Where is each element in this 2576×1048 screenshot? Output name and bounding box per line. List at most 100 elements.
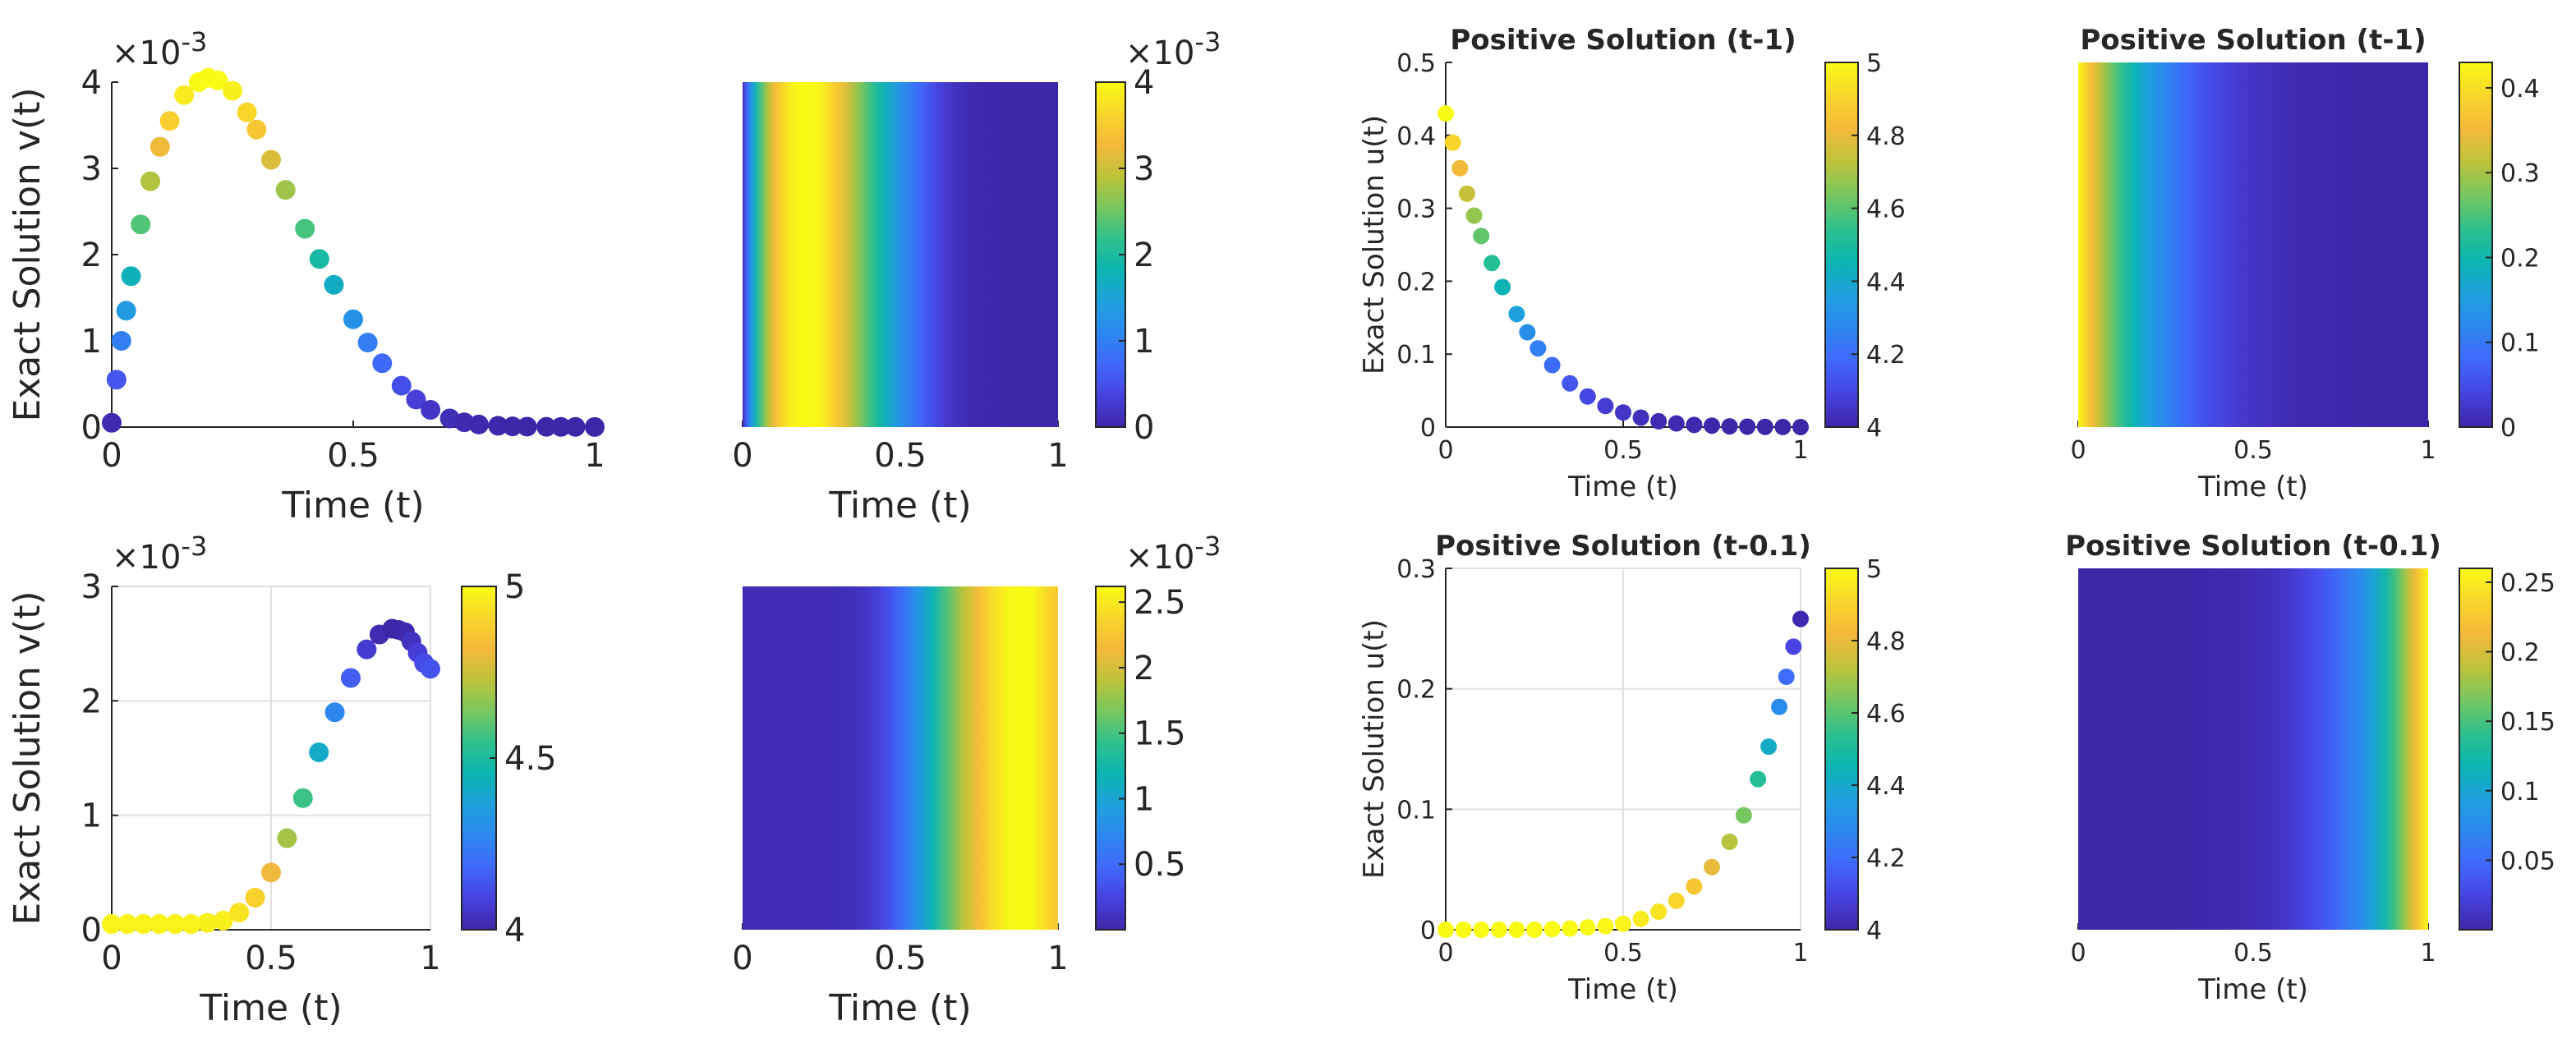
p6-colorbar-rect (1095, 586, 1126, 931)
p3-data-point (1704, 417, 1720, 434)
p7-x-axis-label: Time (t) (1567, 973, 1678, 1006)
p3-data-point (1451, 159, 1469, 177)
p5-colorbar-tick-label: 5 (504, 568, 525, 606)
p7-series-markers (1438, 610, 1809, 938)
p3-data-point (1650, 412, 1668, 430)
p3-colorbar-rect (1824, 62, 1859, 428)
p1-data-point (121, 266, 141, 287)
p3-data-point (1579, 388, 1596, 405)
p3-x-axis-label: Time (t) (1567, 471, 1678, 503)
p5-data-point (292, 788, 313, 808)
p3-y-tick-label: 0.3 (1396, 195, 1436, 224)
p1-x-axis-label: Time (t) (281, 485, 424, 526)
p5-y-tick-label: 0 (81, 912, 102, 949)
p7-data-point (1543, 921, 1561, 938)
p1-data-point (131, 214, 151, 235)
p5-data-point (197, 912, 218, 933)
p4-colorbar: 0 0.1 0.2 0.3 0.4 (2459, 62, 2540, 443)
p1-y-tick-label: 1 (81, 323, 102, 361)
p7-y-tick-label: 0.2 (1396, 676, 1436, 705)
p7-data-point (1778, 669, 1795, 685)
p8-x-tick-label: 0 (2070, 939, 2086, 968)
p1-data-point (585, 416, 605, 437)
p7-data-point (1455, 922, 1472, 938)
p5-data-point (277, 828, 297, 848)
p5-data-point (133, 914, 154, 935)
p7-data-point (1615, 915, 1631, 932)
p7-data-point (1792, 610, 1809, 627)
p7-data-point (1750, 770, 1767, 788)
p4-x-tick-label: 1 (2420, 436, 2436, 465)
p1-series-markers (102, 67, 605, 437)
p1-y-exponent-power: -3 (181, 26, 207, 57)
p6-colorbar-tick-label: 1 (1134, 780, 1154, 818)
p3-data-point (1562, 375, 1579, 392)
p1-data-point (106, 370, 126, 390)
p7-data-point (1579, 919, 1596, 936)
p7-x-tick-label: 0.5 (1603, 939, 1643, 968)
p8-colorbar-tick-label: 0.15 (2500, 708, 2555, 737)
p7-data-point (1526, 922, 1543, 938)
p4-title: Positive Solution (t-1) (2080, 24, 2426, 57)
p1-data-point (237, 102, 257, 122)
p1-data-point (488, 416, 508, 436)
p6-x-axis-label: Time (t) (828, 987, 971, 1029)
p4-x-tick-label: 0.5 (2233, 436, 2273, 465)
p3-data-point (1438, 105, 1454, 122)
p7-y-axis-label: Exact Solution u(t) (1358, 619, 1391, 879)
p7-colorbar-tick-label: 4.4 (1866, 772, 1906, 801)
p7-data-point (1490, 922, 1507, 938)
p1-y-tick-label: 0 (81, 409, 102, 447)
p2-x-tick-label: 1 (1047, 437, 1068, 475)
p5-x-axis-label: Time (t) (199, 987, 342, 1029)
p1-data-point (517, 416, 537, 437)
p8-colorbar: 0.05 0.1 0.15 0.2 0.25 (2459, 568, 2555, 931)
p7-colorbar-tick-label: 5 (1866, 555, 1882, 584)
p8-x-tick-label: 1 (2420, 939, 2436, 968)
p5-data-point (356, 639, 377, 660)
p7-data-point (1771, 698, 1788, 715)
p3-data-point (1543, 356, 1561, 374)
p7-y-tick-label: 0 (1420, 917, 1436, 945)
p5-y-tick-label: 2 (81, 683, 102, 720)
p1-data-point (468, 414, 489, 434)
p1-data-point (550, 416, 571, 437)
p1-data-point (116, 301, 136, 321)
p1-data-point (343, 309, 363, 329)
p3-data-point (1597, 398, 1614, 415)
p2-colorbar-tick-label: 0 (1134, 409, 1154, 447)
p4-x-tick-label: 0 (2070, 436, 2086, 465)
p1-data-point (454, 412, 475, 433)
p1-data-point (565, 416, 586, 437)
p8-title: Positive Solution (t-0.1) (2065, 530, 2441, 563)
p5-x-tick-label: 1 (420, 940, 440, 977)
p3-y-tick-label: 0.1 (1396, 341, 1436, 370)
p1-data-point (261, 149, 282, 170)
p1-data-point (246, 119, 267, 140)
p1-data-point (536, 416, 557, 437)
p8-colorbar-rect (2459, 568, 2493, 931)
p1-y-tick-label: 4 (81, 64, 102, 102)
p5-colorbar: 44.55 (461, 568, 557, 949)
p5-data-point (421, 659, 440, 679)
p3-data-point (1792, 419, 1809, 435)
p7-x-tick-label: 0 (1438, 939, 1453, 968)
p1-y-axis-label: Exact Solution v(t) (7, 87, 48, 421)
p3-colorbar-tick-label: 4.4 (1866, 268, 1906, 296)
p4-colorbar-tick-label: 0.3 (2500, 159, 2540, 188)
p7-axes: 0 0.5 1 Time (t) Positive Solution (t-0.1) 0 0… (1358, 530, 1811, 1006)
p7-data-point (1438, 922, 1454, 938)
p6-x-tick-label: 1 (1047, 940, 1068, 977)
p7-colorbar-tick-label: 4.2 (1866, 844, 1906, 873)
p7-data-point (1721, 833, 1738, 850)
p3-colorbar-tick-label: 4.2 (1866, 341, 1906, 370)
p3-data-point (1519, 324, 1536, 341)
p3-y-axis-label: Exact Solution u(t) (1358, 115, 1391, 375)
p2-axes: 0 0.5 1 Time (t) (732, 82, 1069, 526)
p4-heatmap-image (2078, 62, 2428, 427)
p3-series-markers (1438, 105, 1809, 435)
p3-data-point (1473, 228, 1490, 245)
p5-y-exponent-base: ×10 (112, 539, 181, 577)
p3-data-point (1739, 418, 1756, 435)
p1-y-exponent-base: ×10 (112, 34, 181, 72)
